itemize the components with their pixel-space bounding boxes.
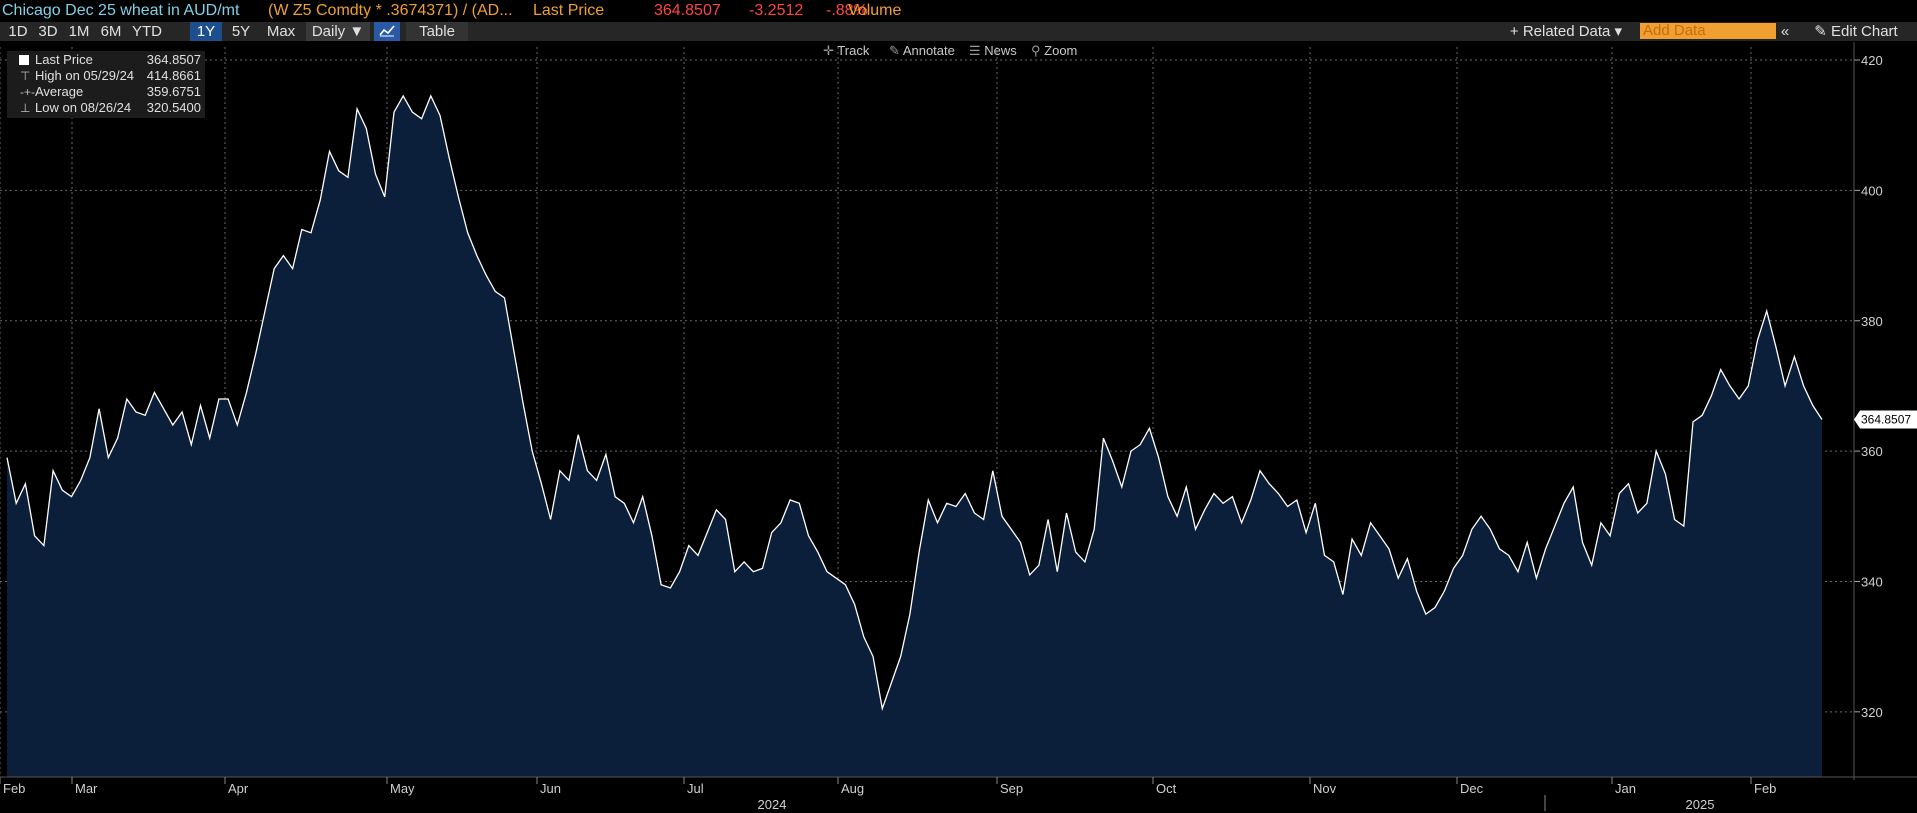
add-data-input[interactable]	[1640, 23, 1776, 39]
x-tick-label: Mar	[75, 781, 98, 796]
legend-low: ⊥ Low on 08/26/24 320.5400	[7, 100, 205, 116]
annotate-tool[interactable]: ✎ Annotate	[889, 42, 969, 60]
news-tool[interactable]: ☰ News	[969, 42, 1023, 60]
price-line[interactable]	[6, 94, 1823, 712]
x-tick-label: Jun	[540, 781, 561, 796]
y-tick-label: 320	[1861, 705, 1883, 720]
period-1y-button[interactable]: 1Y	[190, 22, 222, 41]
legend-high: ⊤ High on 05/29/24 414.8661	[7, 68, 205, 84]
x-tick-label: Aug	[841, 781, 864, 796]
x-tick-label: Jan	[1615, 781, 1636, 796]
period-1m-button[interactable]: 1M	[68, 23, 90, 40]
low-marker-icon: ⊥	[20, 101, 31, 115]
high-marker-icon: ⊤	[20, 69, 31, 83]
legend-value: 364.8507	[146, 52, 201, 67]
security-title[interactable]: Chicago Dec 25 wheat in AUD/mt	[2, 2, 240, 19]
x-tick-label: Sep	[1000, 781, 1023, 796]
series-swatch	[19, 55, 29, 65]
last-price-value: 364.8507	[654, 2, 721, 19]
collapse-icon[interactable]: «	[1780, 23, 1790, 40]
y-axis: 320 340 360 380 400 420	[1853, 42, 1883, 780]
legend-value: 359.6751	[146, 84, 201, 99]
x-tick-label: Nov	[1313, 781, 1337, 796]
legend-label: Average	[35, 84, 84, 99]
legend-value: 414.8661	[146, 68, 201, 83]
frequency-dropdown[interactable]: Daily ▼	[306, 22, 370, 41]
volume-label[interactable]: Volume	[848, 2, 902, 19]
last-value-tag: 364.8507	[1854, 410, 1917, 429]
pencil-icon: ✎	[889, 43, 900, 58]
price-change-pct: -.88%	[826, 2, 868, 19]
zoom-label: Zoom	[1044, 43, 1078, 58]
period-5y-button[interactable]: 5Y	[231, 23, 251, 40]
last-value-label: 364.8507	[1861, 412, 1911, 426]
line-chart-icon[interactable]	[374, 22, 400, 41]
y-tick-label: 340	[1861, 574, 1883, 589]
x-year-label: 2024	[758, 797, 787, 812]
period-ytd-button[interactable]: YTD	[132, 23, 162, 40]
last-price-label: Last Price	[533, 2, 605, 19]
track-tool[interactable]: ✛ Track	[823, 42, 881, 60]
news-icon: ☰	[969, 43, 981, 58]
annotate-label: Annotate	[902, 43, 955, 58]
legend-label: High on 05/29/24	[35, 68, 135, 83]
legend-average: -+- Average 359.6751	[7, 84, 205, 100]
x-axis: Feb Mar Apr May Jun Jul Aug Sep Oct Nov Dec Jan Feb 2…	[0, 776, 1917, 812]
related-data-button[interactable]: + Related Data ▾	[1509, 23, 1623, 40]
y-tick-label: 380	[1861, 314, 1883, 329]
news-label: News	[984, 43, 1017, 58]
legend-box: Last Price 364.8507 ⊤ High on 05/29/24 4…	[7, 51, 205, 118]
x-year-label: 2025	[1686, 797, 1715, 812]
x-tick-label: Jul	[687, 781, 704, 796]
x-tick-label: Oct	[1156, 781, 1177, 796]
period-1d-button[interactable]: 1D	[8, 23, 28, 40]
period-max-button[interactable]: Max	[266, 23, 296, 40]
crosshair-icon: ✛	[823, 43, 834, 58]
price-area-fill	[7, 95, 1822, 777]
table-button[interactable]: Table	[406, 22, 468, 41]
y-tick-label: 400	[1861, 183, 1883, 198]
legend-last-price[interactable]: Last Price 364.8507	[7, 52, 205, 68]
y-tick-label: 360	[1861, 444, 1883, 459]
edit-chart-button[interactable]: ✎ Edit Chart	[1814, 23, 1898, 40]
period-3d-button[interactable]: 3D	[38, 23, 58, 40]
legend-label: Low on 08/26/24	[35, 100, 132, 115]
y-tick-label: 420	[1861, 53, 1883, 68]
price-change: -3.2512	[749, 2, 804, 19]
x-tick-label: Apr	[228, 781, 249, 796]
chart-header: Chicago Dec 25 wheat in AUD/mt (W Z5 Com…	[0, 0, 1917, 22]
zoom-tool[interactable]: ⚲ Zoom	[1031, 42, 1089, 60]
track-label: Track	[837, 43, 870, 58]
period-6m-button[interactable]: 6M	[100, 23, 122, 40]
x-tick-label: Feb	[3, 781, 25, 796]
legend-value: 320.5400	[146, 100, 201, 115]
x-tick-label: May	[390, 781, 415, 796]
x-tick-label: Dec	[1460, 781, 1484, 796]
chart-toolbar: 1D 3D 1M 6M YTD 1Y 5Y Max Daily ▼ Table …	[0, 22, 1917, 41]
average-marker-icon: -+-	[20, 85, 35, 99]
ticker-formula[interactable]: (W Z5 Comdty * .3674371) / (AD...	[268, 2, 513, 19]
x-tick-label: Feb	[1754, 781, 1776, 796]
legend-label: Last Price	[35, 52, 93, 67]
magnifier-icon: ⚲	[1031, 43, 1041, 58]
